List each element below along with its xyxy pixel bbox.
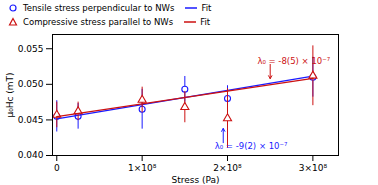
svg-text:λ₀ = -9(2) × 10⁻⁷: λ₀ = -9(2) × 10⁻⁷ [215, 141, 288, 151]
html-text:Compressive stress parallel to: Compressive stress parallel to NWs [23, 17, 174, 27]
svg-text:0.055: 0.055 [18, 44, 44, 54]
svg-text:0: 0 [54, 163, 60, 173]
svg-text:0.045: 0.045 [18, 115, 44, 125]
svg-text:3×10⁸: 3×10⁸ [299, 163, 328, 173]
html-text:Fit: Fit [201, 3, 212, 13]
svg-text:2×10⁸: 2×10⁸ [213, 163, 242, 173]
html-text:Tensile stress perpendicular t: Tensile stress perpendicular to NWs [23, 3, 175, 13]
svg-text:μ₀Hᴄ (mT): μ₀Hᴄ (mT) [5, 72, 15, 117]
svg-text:Stress (Pa): Stress (Pa) [171, 175, 219, 185]
svg-text:0.050: 0.050 [18, 79, 44, 89]
svg-text:λ₀ = -8(5) × 10⁻⁷: λ₀ = -8(5) × 10⁻⁷ [257, 56, 330, 66]
svg-text:1×10⁸: 1×10⁸ [128, 163, 157, 173]
svg-text:0.040: 0.040 [18, 150, 44, 160]
html-text:Fit: Fit [200, 17, 211, 27]
